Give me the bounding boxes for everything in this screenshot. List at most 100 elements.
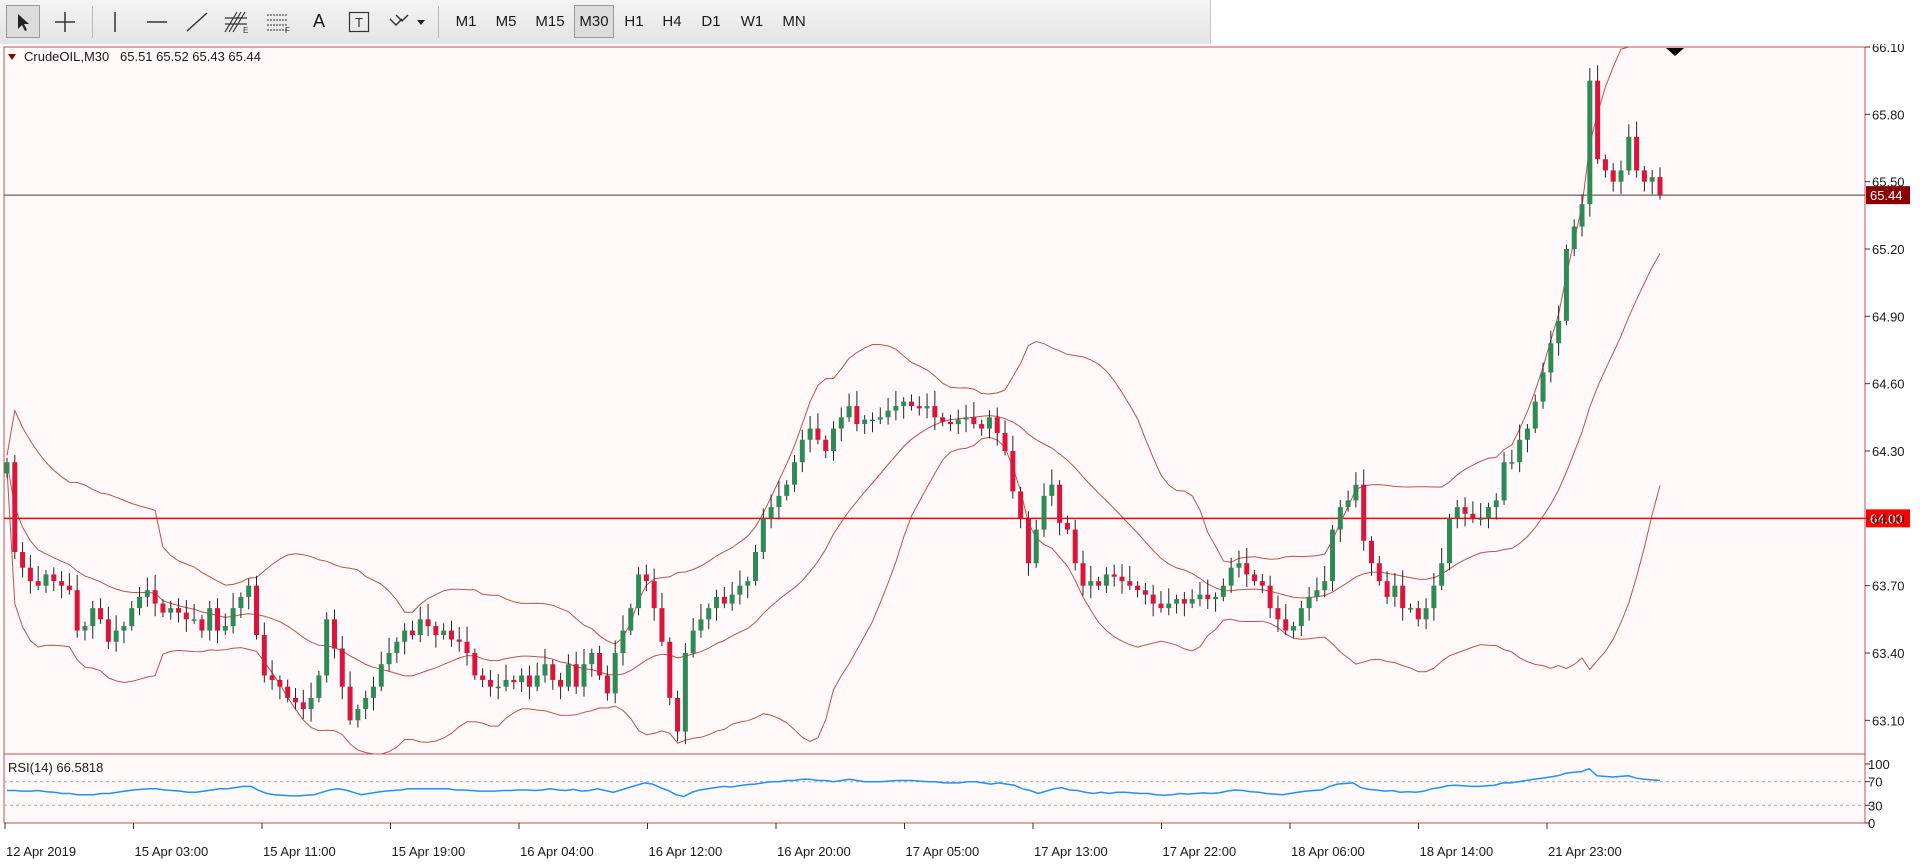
x-tick-label: 16 Apr 20:00: [777, 844, 851, 859]
candle: [448, 620, 454, 647]
candle: [183, 600, 189, 632]
candle: [1571, 219, 1577, 257]
candle: [1002, 420, 1008, 456]
candle: [604, 665, 610, 701]
candle: [1119, 564, 1125, 594]
current-price-tag: [1866, 186, 1910, 205]
candle: [1213, 592, 1219, 612]
timeframe-m15-button[interactable]: M15: [535, 13, 565, 30]
fibonacci-e-icon[interactable]: E: [220, 5, 254, 38]
timeframe-w1-button[interactable]: W1: [740, 13, 764, 30]
x-tick-label: 21 Apr 23:00: [1548, 844, 1622, 859]
candle: [82, 621, 88, 641]
candle: [1244, 547, 1250, 588]
candle: [331, 609, 337, 659]
y-tick-label: 65.20: [1872, 242, 1905, 257]
y-tick-label: 63.40: [1872, 646, 1905, 661]
candle: [160, 599, 166, 618]
horizontal-line-icon[interactable]: [140, 5, 174, 38]
candle: [667, 637, 673, 706]
candle: [363, 690, 369, 719]
candle: [1517, 424, 1523, 473]
candle: [690, 617, 696, 658]
candle: [862, 415, 868, 434]
candle: [1158, 591, 1164, 613]
candle: [612, 640, 618, 704]
candle: [589, 648, 595, 677]
text-label-icon[interactable]: T: [344, 5, 374, 38]
candle: [1446, 513, 1452, 571]
timeframe-mn-button[interactable]: MN: [782, 13, 806, 30]
candle: [636, 567, 642, 616]
candle: [1127, 565, 1133, 591]
candle: [1064, 515, 1070, 535]
candle: [59, 571, 65, 599]
candle: [916, 396, 922, 416]
candle: [316, 670, 322, 703]
candle: [394, 637, 400, 663]
candle: [745, 576, 751, 599]
candle: [98, 598, 104, 624]
candle: [285, 679, 291, 703]
candle: [230, 592, 236, 634]
timeframe-m30-button[interactable]: M30: [574, 5, 614, 38]
candle: [1415, 600, 1421, 627]
x-tick-label: 18 Apr 14:00: [1420, 844, 1494, 859]
candle: [565, 654, 571, 692]
candle: [90, 600, 96, 639]
rsi-plot-area[interactable]: [3, 753, 1866, 824]
trendline-icon[interactable]: [180, 5, 214, 38]
candle: [456, 626, 462, 652]
candle: [292, 688, 298, 710]
candle: [1259, 573, 1265, 593]
timeframe-h1-button[interactable]: H1: [624, 13, 644, 30]
cursor-arrow-icon[interactable]: [6, 5, 40, 38]
candle: [129, 600, 135, 631]
timeframe-m1-button[interactable]: M1: [455, 13, 477, 30]
candle: [1283, 604, 1289, 636]
candle: [12, 455, 18, 560]
candle: [799, 429, 805, 473]
price-chart[interactable]: 64.00 65.44 66.10 65.80 65.50 65.20 64.90 64.6…: [0, 44, 1920, 865]
candle: [1431, 573, 1437, 621]
shift-marker-icon[interactable]: [1666, 48, 1684, 56]
candle: [199, 614, 205, 638]
candle: [620, 615, 626, 666]
candle: [1291, 621, 1297, 638]
candle: [1103, 567, 1109, 593]
candle: [433, 621, 439, 648]
candle: [495, 674, 501, 700]
candle: [1641, 165, 1647, 192]
candle: [35, 565, 41, 591]
candle: [823, 435, 829, 459]
candle: [207, 600, 213, 641]
candle: [113, 615, 119, 652]
crosshair-icon[interactable]: [48, 5, 82, 38]
text-tool-icon[interactable]: A: [312, 11, 325, 31]
fibonacci-f-icon[interactable]: F: [262, 5, 296, 38]
svg-text:F: F: [285, 26, 290, 34]
timeframe-h4-button[interactable]: H4: [662, 13, 682, 30]
x-tick-label: 16 Apr 04:00: [520, 844, 594, 859]
candle: [74, 574, 80, 638]
support-price-tag: [1866, 509, 1910, 528]
candle: [222, 613, 228, 636]
candle: [776, 480, 782, 520]
candle: [43, 569, 49, 593]
timeframe-d1-button[interactable]: D1: [701, 13, 721, 30]
arrows-dropdown-icon[interactable]: [384, 5, 430, 38]
candle: [901, 397, 907, 419]
candle: [1509, 449, 1515, 470]
symbol-label: CrudeOIL,M30: [24, 49, 109, 64]
y-tick-label: 64.30: [1872, 444, 1905, 459]
timeframe-m5-button[interactable]: M5: [495, 13, 517, 30]
vertical-line-icon[interactable]: [100, 5, 130, 38]
bollinger-lower-band: [6, 436, 1661, 755]
candle: [714, 589, 720, 621]
rsi-axis-label: 70: [1868, 775, 1882, 790]
candle: [963, 404, 969, 433]
candle: [168, 600, 174, 620]
candle: [511, 675, 517, 690]
candle: [1275, 595, 1281, 632]
collapse-triangle-icon[interactable]: [8, 54, 16, 60]
